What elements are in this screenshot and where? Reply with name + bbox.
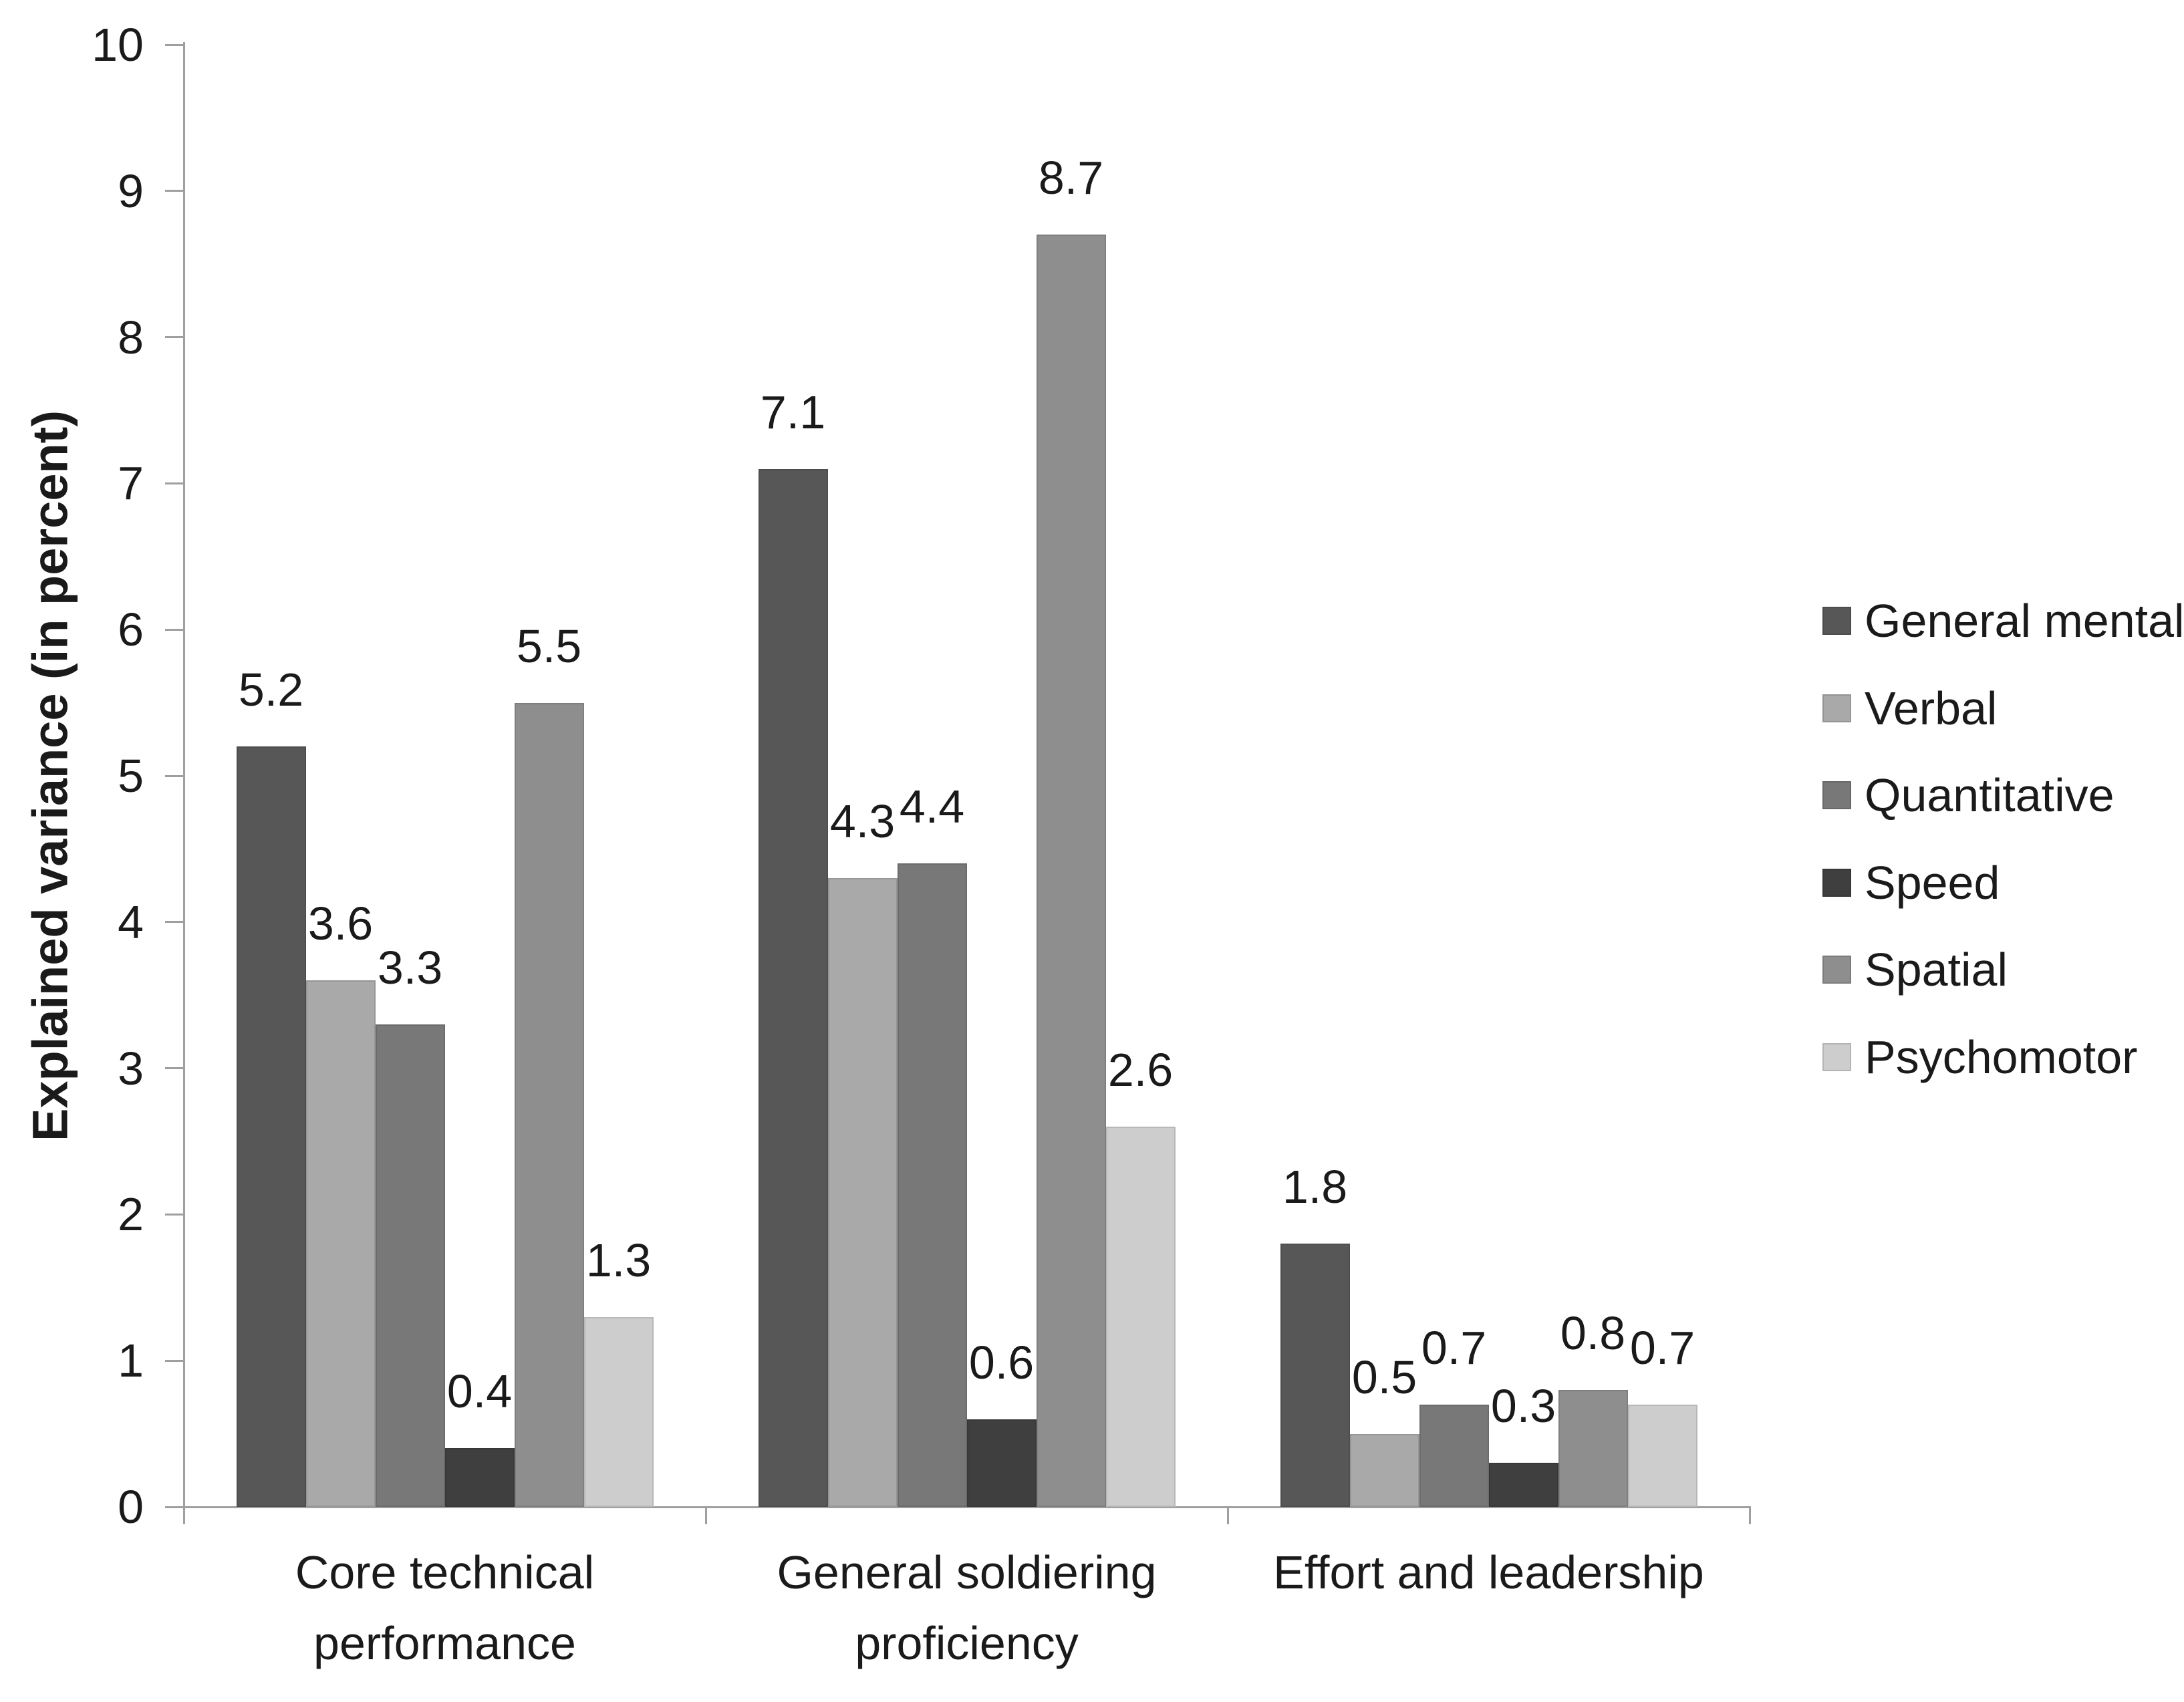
bar-spatial (1558, 1389, 1628, 1507)
bar-verbal (305, 980, 376, 1507)
value-label-psychomotor: 2.6 (1107, 1044, 1174, 1097)
category-label-line: General soldiering (777, 1546, 1157, 1598)
y-axis-tick (165, 628, 184, 631)
legend-swatch-icon (1822, 1042, 1851, 1071)
value-label-quantitative: 4.4 (899, 781, 965, 833)
y-axis-tick (165, 1213, 184, 1216)
value-label-psychomotor: 0.7 (1629, 1321, 1695, 1374)
legend-item-label: Spatial (1865, 944, 2008, 996)
y-axis-tick-label: 1 (118, 1334, 144, 1387)
legend-item-label: Quantitative (1865, 769, 2114, 821)
value-label-speed: 0.6 (968, 1336, 1035, 1389)
y-axis-tick (165, 1359, 184, 1362)
y-axis-tick (165, 190, 184, 192)
x-axis-tick (1226, 1507, 1229, 1524)
category-label-line: Effort and leadership (1273, 1546, 1704, 1598)
y-axis-tick-label: 4 (118, 895, 144, 948)
value-label-verbal: 0.5 (1351, 1351, 1417, 1403)
y-axis-tick-label: 9 (118, 164, 144, 217)
legend-item-label: Verbal (1865, 682, 1998, 734)
legend-item-label: General mental (1865, 595, 2184, 647)
bar-general-mental (758, 468, 828, 1507)
value-label-quantitative: 0.7 (1421, 1321, 1487, 1374)
y-axis-tick-label: 0 (118, 1481, 144, 1533)
category-label-general-soldiering-proficiency: General soldiering proficiency (706, 1537, 1228, 1679)
x-axis-tick (704, 1507, 707, 1524)
y-axis-tick-label: 3 (118, 1042, 144, 1095)
bar-speed (444, 1448, 515, 1507)
legend-swatch-icon (1822, 956, 1851, 984)
bar-speed (1488, 1463, 1558, 1507)
bar-verbal (1349, 1433, 1419, 1507)
value-label-spatial: 0.8 (1560, 1306, 1626, 1359)
bar-speed (966, 1419, 1037, 1507)
legend-item-label: Speed (1865, 856, 2000, 909)
legend-swatch-icon (1822, 781, 1851, 809)
legend-swatch-icon (1822, 607, 1851, 635)
bar-quantitative (375, 1024, 445, 1507)
category-label-line: proficiency (855, 1617, 1079, 1669)
legend-swatch-icon (1822, 868, 1851, 897)
value-label-psychomotor: 1.3 (585, 1234, 652, 1286)
value-label-general-mental: 7.1 (760, 386, 826, 438)
bar-spatial (1036, 235, 1106, 1507)
bar-verbal (827, 878, 898, 1507)
x-axis-tick (1748, 1507, 1751, 1524)
bar-psychomotor (583, 1316, 654, 1507)
category-label-effort-and-leadership: Effort and leadership (1228, 1537, 1750, 1608)
value-label-spatial: 8.7 (1038, 152, 1104, 204)
y-axis-tick-label: 5 (118, 750, 144, 802)
y-axis-tick-label: 8 (118, 311, 144, 364)
category-label-core-technical-performance: Core technical performance (184, 1537, 706, 1679)
bar-general-mental (236, 746, 306, 1507)
x-axis-line (167, 1506, 1751, 1508)
y-axis-tick-label: 7 (118, 457, 144, 510)
value-label-general-mental: 5.2 (238, 664, 304, 716)
value-label-general-mental: 1.8 (1282, 1161, 1348, 1214)
y-axis-tick (165, 921, 184, 924)
bar-general-mental (1280, 1244, 1350, 1507)
value-label-verbal: 4.3 (829, 795, 896, 848)
bar-psychomotor (1627, 1404, 1697, 1507)
legend-item-label: Psychomotor (1865, 1030, 2138, 1083)
y-axis-tick (165, 482, 184, 484)
y-axis-tick (165, 43, 184, 46)
value-label-verbal: 3.6 (307, 897, 374, 950)
category-label-line: Core technical (295, 1546, 595, 1598)
y-axis-tick (165, 336, 184, 339)
y-axis-tick (165, 1067, 184, 1070)
category-label-line: performance (313, 1617, 576, 1669)
bar-spatial (514, 702, 584, 1507)
bar-quantitative (897, 863, 967, 1507)
y-axis-tick-label: 10 (92, 19, 144, 71)
y-axis-tick-label: 6 (118, 603, 144, 656)
bar-psychomotor (1105, 1127, 1176, 1507)
value-label-quantitative: 3.3 (377, 941, 443, 994)
y-axis-tick (165, 774, 184, 777)
value-label-spatial: 5.5 (516, 619, 582, 672)
legend-swatch-icon (1822, 694, 1851, 722)
bar-quantitative (1419, 1404, 1489, 1507)
value-label-speed: 0.3 (1490, 1380, 1556, 1433)
y-axis-line (182, 42, 185, 1524)
value-label-speed: 0.4 (446, 1365, 513, 1418)
y-axis-tick-label: 2 (118, 1188, 144, 1241)
